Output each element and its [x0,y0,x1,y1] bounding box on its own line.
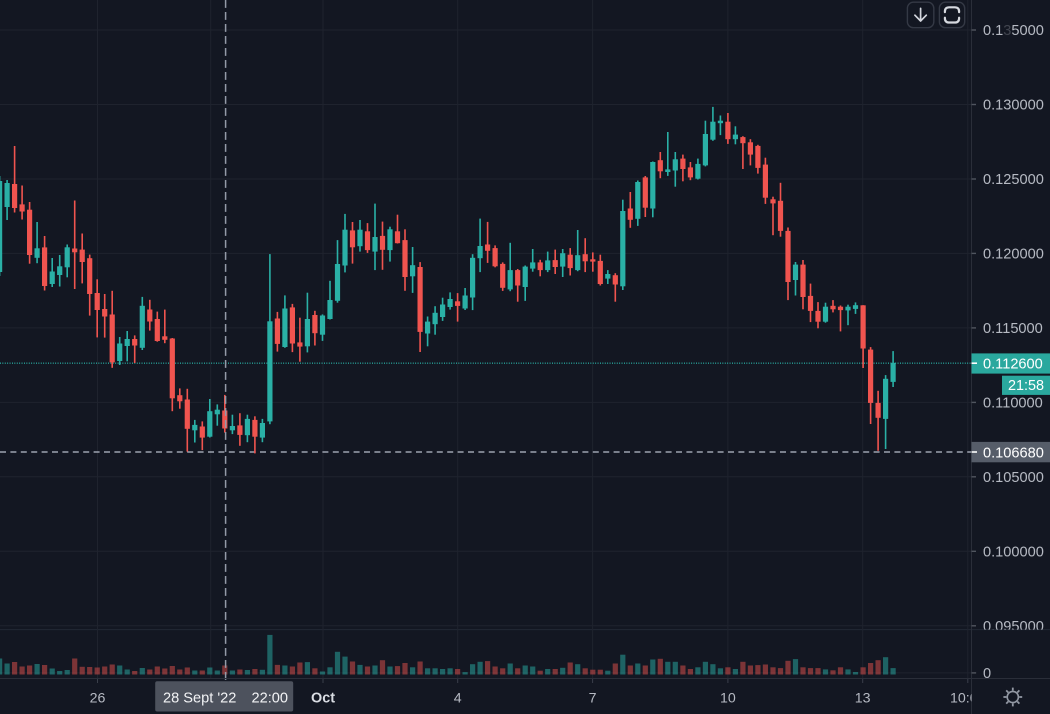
svg-text:0.130000: 0.130000 [983,98,1044,114]
svg-text:Oct: Oct [311,691,335,707]
svg-text:4: 4 [454,691,462,707]
svg-text:26: 26 [90,691,106,707]
svg-text:0.100000: 0.100000 [983,545,1044,561]
svg-text:13: 13 [855,691,871,707]
svg-text:22:00: 22:00 [251,691,288,707]
svg-text:0.105000: 0.105000 [983,470,1044,486]
svg-text:0.125000: 0.125000 [983,172,1044,188]
svg-text:0.110000: 0.110000 [983,396,1043,412]
svg-text:0: 0 [983,666,991,682]
svg-text:0.115000: 0.115000 [983,321,1043,337]
svg-text:21:58: 21:58 [1008,378,1044,394]
svg-text:0.112600: 0.112600 [983,357,1043,373]
svg-text:0.095000: 0.095000 [983,619,1044,635]
svg-text:10:00: 10:00 [950,691,986,707]
svg-text:0.135000: 0.135000 [983,23,1044,39]
svg-text:7: 7 [589,691,597,707]
svg-text:0.120000: 0.120000 [983,247,1044,263]
svg-text:0.106680: 0.106680 [983,445,1044,461]
svg-text:10: 10 [720,691,736,707]
svg-text:28 Sept '22: 28 Sept '22 [163,691,236,707]
